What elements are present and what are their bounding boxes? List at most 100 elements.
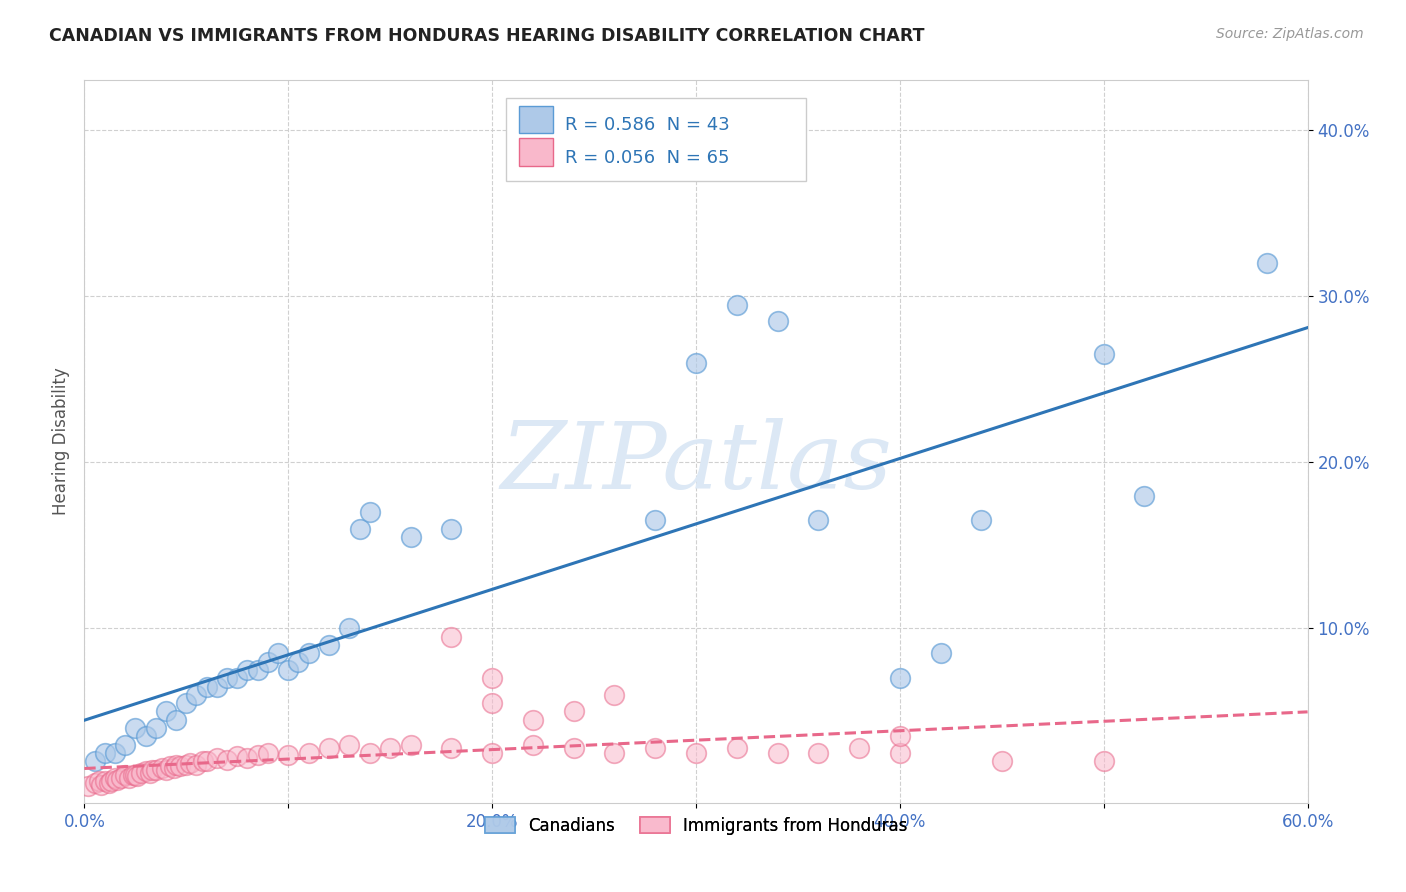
Point: [127, 769, 149, 783]
Point: [349, 522, 371, 536]
Point: [87, 774, 110, 789]
Point: [644, 513, 666, 527]
Point: [186, 757, 208, 772]
Point: [191, 754, 214, 768]
Point: [205, 680, 228, 694]
Point: [929, 646, 952, 660]
Point: [131, 765, 153, 780]
Point: [118, 771, 141, 785]
Point: [105, 772, 128, 787]
Point: [562, 741, 585, 756]
Point: [685, 746, 707, 760]
Point: [481, 696, 503, 710]
Point: [359, 746, 381, 760]
Point: [122, 767, 145, 781]
Point: [399, 530, 422, 544]
Point: [380, 741, 402, 756]
Point: [603, 688, 626, 702]
Point: [339, 621, 361, 635]
Point: [440, 630, 463, 644]
Point: [145, 763, 167, 777]
Bar: [506, 98, 806, 181]
Text: Source: ZipAtlas.com: Source: ZipAtlas.com: [1216, 27, 1364, 41]
Point: [603, 746, 626, 760]
Point: [141, 763, 163, 777]
Point: [205, 751, 228, 765]
Point: [970, 513, 993, 527]
Point: [110, 771, 132, 785]
Point: [186, 688, 208, 702]
Point: [848, 741, 870, 756]
Point: [135, 730, 157, 744]
Point: [481, 671, 503, 685]
Point: [267, 646, 290, 660]
Point: [114, 738, 136, 752]
Point: [807, 513, 830, 527]
Point: [174, 757, 197, 772]
Point: [77, 779, 100, 793]
Point: [1092, 347, 1115, 361]
Point: [889, 746, 911, 760]
Point: [246, 663, 269, 677]
Point: [889, 730, 911, 744]
Point: [1133, 489, 1156, 503]
Point: [991, 754, 1014, 768]
Point: [163, 761, 186, 775]
Point: [145, 721, 167, 735]
Point: [1092, 754, 1115, 768]
Point: [766, 314, 789, 328]
Point: [124, 721, 146, 735]
Point: [644, 741, 666, 756]
Point: [138, 765, 160, 780]
Text: CANADIAN VS IMMIGRANTS FROM HONDURAS HEARING DISABILITY CORRELATION CHART: CANADIAN VS IMMIGRANTS FROM HONDURAS HEA…: [49, 27, 925, 45]
Point: [440, 522, 463, 536]
Text: ZIPatlas: ZIPatlas: [501, 418, 891, 508]
Point: [298, 746, 321, 760]
Point: [226, 749, 249, 764]
Point: [725, 741, 748, 756]
Point: [165, 713, 187, 727]
Point: [1256, 256, 1278, 270]
Text: R = 0.586  N = 43: R = 0.586 N = 43: [565, 116, 730, 134]
Point: [124, 767, 146, 781]
Bar: [519, 105, 553, 133]
Point: [440, 741, 463, 756]
Point: [246, 747, 269, 762]
Point: [100, 774, 122, 789]
Point: [155, 705, 177, 719]
Point: [277, 663, 299, 677]
Point: [236, 663, 259, 677]
Y-axis label: Hearing Disability: Hearing Disability: [52, 368, 70, 516]
Point: [114, 767, 136, 781]
Point: [83, 754, 105, 768]
Point: [277, 747, 299, 762]
Point: [97, 776, 120, 790]
Point: [399, 738, 422, 752]
Point: [93, 774, 115, 789]
Point: [104, 771, 127, 785]
Point: [93, 746, 115, 760]
Point: [522, 713, 544, 727]
Point: [685, 356, 707, 370]
Point: [195, 680, 218, 694]
Point: [481, 746, 503, 760]
Legend: Canadians, Immigrants from Honduras: Canadians, Immigrants from Honduras: [478, 810, 914, 841]
Point: [807, 746, 830, 760]
Point: [725, 297, 748, 311]
Point: [257, 746, 280, 760]
Bar: [519, 138, 553, 166]
Point: [155, 763, 177, 777]
Point: [165, 757, 187, 772]
Point: [150, 761, 173, 775]
Point: [257, 655, 280, 669]
Point: [889, 671, 911, 685]
Text: R = 0.056  N = 65: R = 0.056 N = 65: [565, 149, 730, 167]
Point: [174, 696, 197, 710]
Point: [159, 759, 181, 773]
Point: [766, 746, 789, 760]
Point: [83, 776, 105, 790]
Point: [318, 741, 340, 756]
Point: [562, 705, 585, 719]
Point: [318, 638, 340, 652]
Point: [135, 764, 157, 779]
